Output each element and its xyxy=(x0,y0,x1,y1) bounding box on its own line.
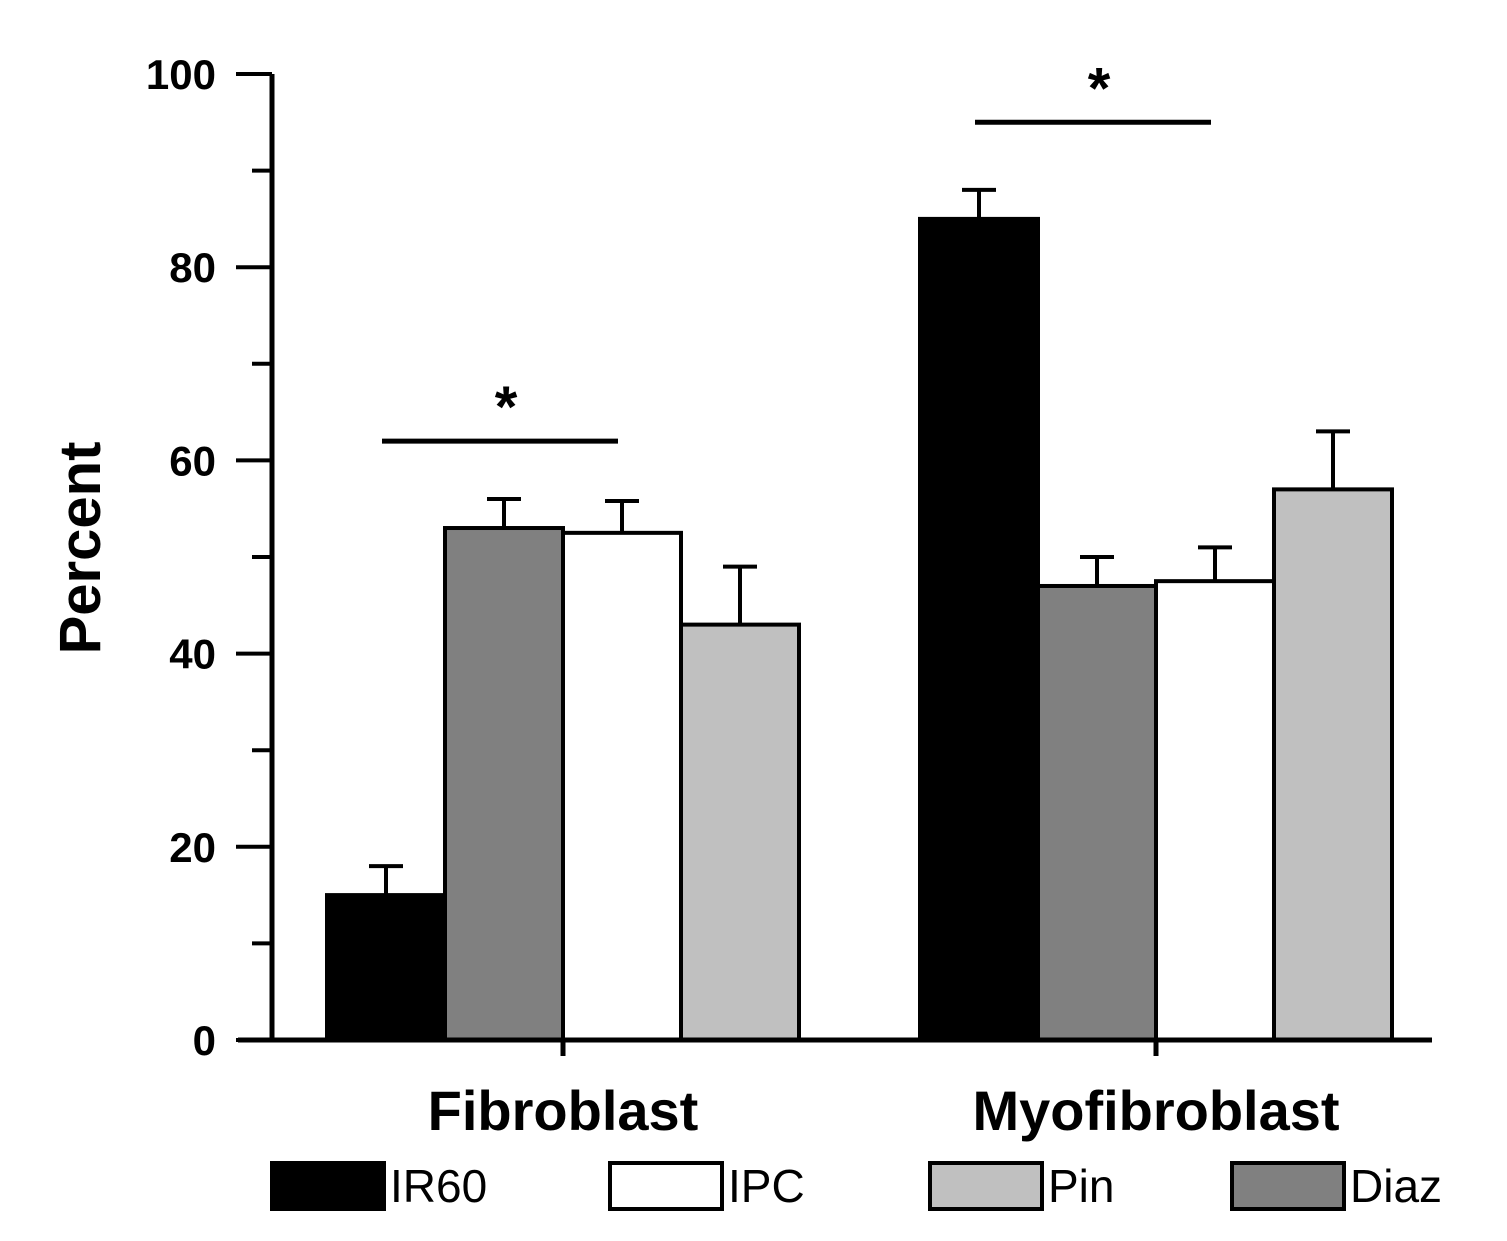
bar-myofibroblast-diaz xyxy=(1036,583,1158,1042)
bars xyxy=(325,216,1394,1043)
x-tick-label-fibroblast: Fibroblast xyxy=(428,1079,699,1142)
legend-label-ir60: IR60 xyxy=(390,1160,487,1212)
legend-swatch-ir60 xyxy=(270,1161,386,1211)
bar-myofibroblast-ipc xyxy=(1154,579,1276,1043)
axes: 0 20 40 60 80 100 Fibroblast Myofibroblast xyxy=(146,51,1432,1142)
significance-annotations: ** xyxy=(382,56,1211,444)
legend-label-pin: Pin xyxy=(1048,1160,1114,1212)
bar-myofibroblast-pin xyxy=(1272,487,1394,1042)
y-tick-label-100: 100 xyxy=(146,51,216,98)
error-bars xyxy=(369,187,1350,896)
y-tick-label-60: 60 xyxy=(169,437,216,484)
bar-fibroblast-diaz xyxy=(443,526,565,1043)
legend-swatch-ipc xyxy=(608,1161,724,1211)
legend-swatch-pin xyxy=(928,1161,1044,1211)
bar-fibroblast-ipc xyxy=(561,530,683,1042)
significance-star-fibroblast: * xyxy=(495,375,518,440)
y-tick-label-40: 40 xyxy=(169,631,216,678)
bar-myofibroblast-ir60 xyxy=(918,216,1040,1042)
legend: IR60 IPC Pin Diaz xyxy=(270,1160,1442,1212)
legend-swatch-diaz xyxy=(1230,1161,1346,1211)
y-tick-label-0: 0 xyxy=(193,1017,216,1064)
y-tick-label-80: 80 xyxy=(169,244,216,291)
y-tick-label-20: 20 xyxy=(169,824,216,871)
bar-fibroblast-ir60 xyxy=(325,893,447,1042)
significance-star-myofibroblast: * xyxy=(1088,56,1111,121)
x-tick-label-myofibroblast: Myofibroblast xyxy=(972,1079,1339,1142)
y-axis-title: Percent xyxy=(48,442,113,655)
legend-label-ipc: IPC xyxy=(728,1160,805,1212)
legend-label-diaz: Diaz xyxy=(1350,1160,1442,1212)
bar-fibroblast-pin xyxy=(679,622,801,1042)
